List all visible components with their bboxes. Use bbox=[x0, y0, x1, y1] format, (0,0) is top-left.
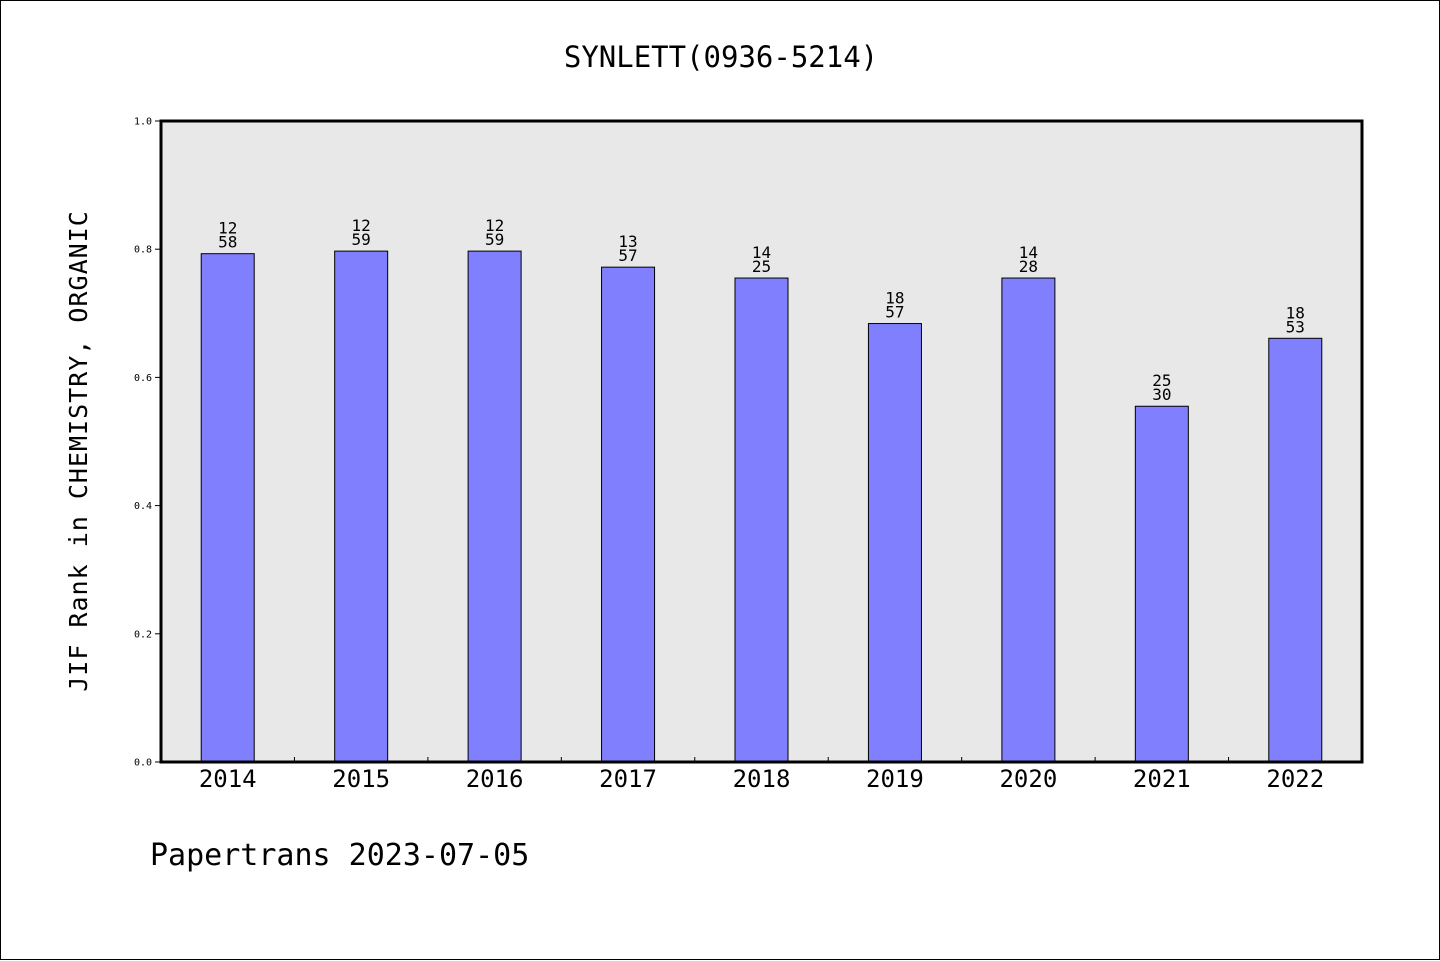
x-tick-label: 2017 bbox=[599, 765, 657, 793]
bar-total-label: 58 bbox=[218, 233, 237, 252]
x-tick-label: 2016 bbox=[466, 765, 524, 793]
y-tick-label: 1.0 bbox=[134, 117, 152, 128]
bar-2018 bbox=[734, 277, 789, 763]
bar-total-label: 59 bbox=[485, 230, 504, 249]
x-tick-label: 2015 bbox=[332, 765, 390, 793]
y-tick-label: 0.8 bbox=[134, 245, 152, 256]
bar-rank-label: 12 bbox=[485, 216, 504, 235]
bar-2016 bbox=[467, 250, 522, 763]
chart-title: SYNLETT(0936-5214) bbox=[564, 40, 878, 74]
x-tick-label: 2021 bbox=[1133, 765, 1191, 793]
x-tick-label: 2014 bbox=[199, 765, 257, 793]
y-tick-label: 0.4 bbox=[134, 501, 152, 512]
footer-source-date: Papertrans 2023-07-05 bbox=[150, 838, 529, 873]
bar-2022 bbox=[1268, 337, 1323, 763]
bar-total-label: 57 bbox=[885, 303, 904, 322]
bar-total-label: 30 bbox=[1152, 385, 1171, 404]
bar-rank-label: 12 bbox=[218, 219, 237, 238]
bar-rank-label: 13 bbox=[618, 232, 637, 251]
bar-2021 bbox=[1134, 405, 1189, 763]
x-tick-label: 2022 bbox=[1266, 765, 1324, 793]
bar-2014 bbox=[200, 253, 255, 763]
bar-total-label: 57 bbox=[618, 246, 637, 265]
y-axis-label: JIF Rank in CHEMISTRY, ORGANIC bbox=[64, 210, 93, 692]
x-axis-ticks: 2014 2015 2016 2017 2018 2019 2020 2021 2022 bbox=[199, 757, 1324, 793]
bar-2020 bbox=[1001, 277, 1056, 763]
bar-2019 bbox=[867, 323, 922, 763]
bar-rank-label: 14 bbox=[752, 243, 771, 262]
bar-rank-label: 18 bbox=[1286, 303, 1305, 322]
y-axis-ticks: 0.0 0.2 0.4 0.6 0.8 1.0 bbox=[134, 117, 161, 769]
bar-rank-label: 25 bbox=[1152, 371, 1171, 390]
bar-total-label: 53 bbox=[1286, 317, 1305, 336]
bar-rank-label: 18 bbox=[885, 289, 904, 308]
y-tick-label: 0.2 bbox=[134, 629, 152, 640]
bar-rank-label: 14 bbox=[1019, 243, 1038, 262]
bar-total-label: 59 bbox=[352, 230, 371, 249]
bar-rank-label: 12 bbox=[352, 216, 371, 235]
bar-total-label: 25 bbox=[752, 257, 771, 276]
bar-total-label: 28 bbox=[1019, 257, 1038, 276]
x-tick-label: 2020 bbox=[999, 765, 1057, 793]
x-tick-label: 2018 bbox=[733, 765, 791, 793]
bar-2015 bbox=[334, 250, 389, 763]
y-tick-label: 0.6 bbox=[134, 373, 152, 384]
plot-border bbox=[159, 119, 1364, 764]
y-tick-label: 0.0 bbox=[134, 758, 152, 769]
bar-2017 bbox=[601, 266, 656, 763]
x-tick-label: 2019 bbox=[866, 765, 924, 793]
